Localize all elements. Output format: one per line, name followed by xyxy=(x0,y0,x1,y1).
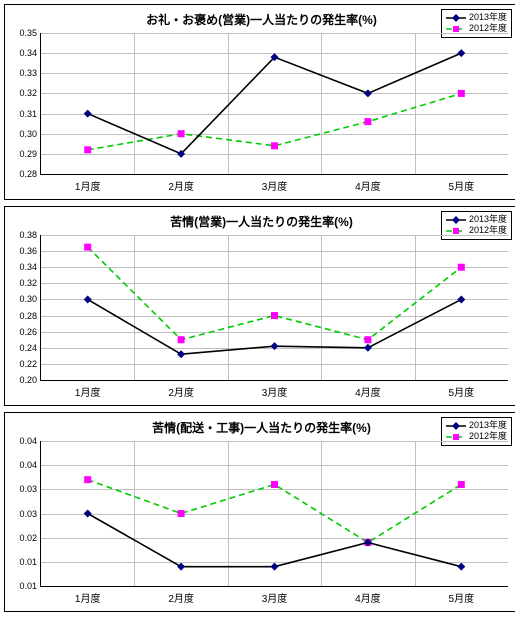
series-marker-s2012 xyxy=(84,476,91,483)
legend-label: 2013年度 xyxy=(469,12,507,23)
x-tick-label: 4月度 xyxy=(355,178,381,193)
series-marker-s2013 xyxy=(177,563,185,571)
plot-area: 0.200.220.240.260.280.300.320.340.360.38… xyxy=(40,235,508,381)
y-tick-label: 0.03 xyxy=(19,509,37,519)
x-tick-label: 4月度 xyxy=(355,384,381,399)
series-marker-s2012 xyxy=(271,481,278,488)
y-tick-label: 0.28 xyxy=(19,311,37,321)
chart-title: お礼・お褒め(営業)一人当たりの発生率(%) xyxy=(5,11,515,28)
legend-swatch xyxy=(446,25,466,33)
series-marker-s2012 xyxy=(364,118,371,125)
legend-item: 2013年度 xyxy=(446,420,507,431)
plot-area: 0.280.290.300.310.320.330.340.351月度2月度3月… xyxy=(40,33,508,175)
y-tick-label: 0.26 xyxy=(19,327,37,337)
x-tick-label: 1月度 xyxy=(75,590,101,605)
series-layer xyxy=(41,33,508,174)
y-tick-label: 0.30 xyxy=(19,129,37,139)
y-tick-label: 0.36 xyxy=(19,246,37,256)
series-line-s2012 xyxy=(88,480,462,543)
x-tick-label: 1月度 xyxy=(75,384,101,399)
y-tick-label: 0.29 xyxy=(19,149,37,159)
x-tick-label: 3月度 xyxy=(262,384,288,399)
series-marker-s2012 xyxy=(364,336,371,343)
y-tick-label: 0.32 xyxy=(19,278,37,288)
legend-swatch xyxy=(446,227,466,235)
series-marker-s2013 xyxy=(364,89,372,97)
legend-swatch xyxy=(446,216,466,224)
series-marker-s2012 xyxy=(458,264,465,271)
legend-swatch xyxy=(446,422,466,430)
y-tick-label: 0.34 xyxy=(19,262,37,272)
series-marker-s2012 xyxy=(271,142,278,149)
series-marker-s2012 xyxy=(458,90,465,97)
legend-swatch xyxy=(446,14,466,22)
y-tick-label: 0.24 xyxy=(19,343,37,353)
legend-label: 2013年度 xyxy=(469,214,507,225)
series-marker-s2013 xyxy=(271,563,279,571)
series-line-s2013 xyxy=(88,514,462,567)
series-marker-s2013 xyxy=(457,49,465,57)
series-marker-s2012 xyxy=(178,130,185,137)
series-marker-s2012 xyxy=(178,510,185,517)
chart-title: 苦情(営業)一人当たりの発生率(%) xyxy=(5,213,515,230)
series-layer xyxy=(41,441,508,586)
x-tick-label: 2月度 xyxy=(168,178,194,193)
chart-title: 苦情(配送・工事)一人当たりの発生率(%) xyxy=(5,419,515,436)
legend-label: 2013年度 xyxy=(469,420,507,431)
x-tick-label: 2月度 xyxy=(168,590,194,605)
legend-swatch xyxy=(446,433,466,441)
chart-panel: 苦情(営業)一人当たりの発生率(%)2013年度2012年度0.200.220.… xyxy=(4,206,515,406)
y-tick-label: 0.22 xyxy=(19,359,37,369)
chart-panel: お礼・お褒め(営業)一人当たりの発生率(%)2013年度2012年度0.280.… xyxy=(4,4,515,200)
y-tick-label: 0.38 xyxy=(19,230,37,240)
y-tick-label: 0.35 xyxy=(19,28,37,38)
y-tick-label: 0.31 xyxy=(19,109,37,119)
y-tick-label: 0.33 xyxy=(19,68,37,78)
series-marker-s2013 xyxy=(271,342,279,350)
x-tick-label: 3月度 xyxy=(262,590,288,605)
series-marker-s2013 xyxy=(84,510,92,518)
y-tick-label: 0.04 xyxy=(19,460,37,470)
series-marker-s2013 xyxy=(84,295,92,303)
y-tick-label: 0.01 xyxy=(19,581,37,591)
series-marker-s2012 xyxy=(271,312,278,319)
legend-item: 2013年度 xyxy=(446,214,507,225)
series-line-s2012 xyxy=(88,247,462,340)
y-tick-label: 0.04 xyxy=(19,436,37,446)
series-marker-s2012 xyxy=(458,481,465,488)
series-line-s2012 xyxy=(88,93,462,149)
legend-item: 2013年度 xyxy=(446,12,507,23)
series-line-s2013 xyxy=(88,53,462,154)
series-layer xyxy=(41,235,508,380)
y-tick-label: 0.28 xyxy=(19,169,37,179)
series-marker-s2013 xyxy=(457,295,465,303)
y-tick-label: 0.32 xyxy=(19,88,37,98)
y-tick-label: 0.03 xyxy=(19,484,37,494)
x-tick-label: 2月度 xyxy=(168,384,194,399)
x-tick-label: 1月度 xyxy=(75,178,101,193)
y-tick-label: 0.34 xyxy=(19,48,37,58)
series-marker-s2013 xyxy=(84,110,92,118)
y-tick-label: 0.30 xyxy=(19,294,37,304)
y-tick-label: 0.20 xyxy=(19,375,37,385)
y-tick-label: 0.02 xyxy=(19,533,37,543)
series-marker-s2013 xyxy=(177,350,185,358)
series-marker-s2013 xyxy=(364,344,372,352)
series-marker-s2012 xyxy=(178,336,185,343)
plot-area: 0.010.010.020.030.030.040.041月度2月度3月度4月度… xyxy=(40,441,508,587)
x-tick-label: 5月度 xyxy=(449,590,475,605)
y-tick-label: 0.01 xyxy=(19,557,37,567)
series-marker-s2012 xyxy=(84,244,91,251)
series-marker-s2013 xyxy=(457,563,465,571)
x-tick-label: 4月度 xyxy=(355,590,381,605)
series-marker-s2012 xyxy=(84,146,91,153)
x-tick-label: 5月度 xyxy=(449,178,475,193)
chart-panel: 苦情(配送・工事)一人当たりの発生率(%)2013年度2012年度0.010.0… xyxy=(4,412,515,612)
x-tick-label: 3月度 xyxy=(262,178,288,193)
x-tick-label: 5月度 xyxy=(449,384,475,399)
